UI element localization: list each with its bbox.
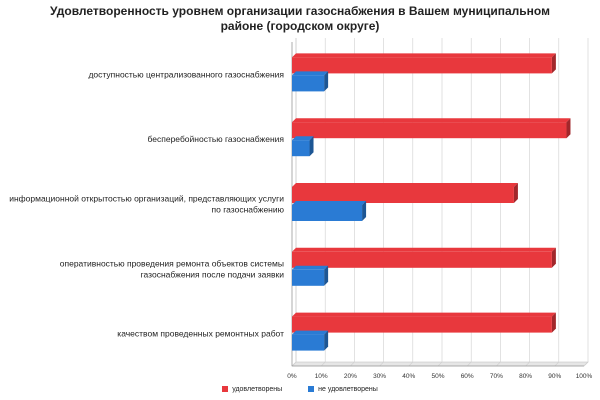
bar-side-face: [513, 183, 518, 203]
bar-side-face: [551, 53, 556, 74]
bar-front-face: [292, 75, 325, 92]
bar-front-face: [292, 251, 552, 268]
gridline-floor: [466, 361, 472, 367]
x-tick-label: 60%: [461, 373, 474, 380]
category-label: оперативностью проведения ремонта объект…: [60, 258, 284, 268]
category-label: качеством проведенных ремонтных работ: [117, 329, 284, 339]
gridline-floor: [291, 361, 297, 367]
bar-side-face: [324, 330, 329, 351]
legend-swatch-satisfied: [222, 386, 229, 392]
x-tick-label: 50%: [431, 373, 444, 380]
bar-top-face: [292, 247, 556, 252]
bar-top-face: [292, 183, 518, 187]
gridline-floor: [496, 361, 501, 367]
legend-item-satisfied: удовлетворены: [222, 386, 282, 393]
x-tick-label: 10%: [315, 373, 328, 380]
bar-top-face: [292, 53, 556, 58]
bar-side-face: [362, 201, 367, 221]
gridline-floor: [379, 361, 384, 367]
x-tick-label: 40%: [402, 373, 415, 380]
gridline-floor: [320, 361, 326, 367]
bar-top-face: [292, 330, 329, 335]
x-tick-label: 0%: [287, 373, 297, 380]
bar-not-satisfied: [292, 71, 329, 92]
bar-front-face: [292, 334, 325, 351]
bar-side-face: [551, 247, 556, 268]
bar-side-face: [324, 71, 329, 92]
category-label: газоснабжения после подачи заявки: [141, 269, 285, 279]
x-tick-label: 30%: [373, 373, 386, 380]
chart-title-line-1: Удовлетворенность уровнем организации га…: [50, 4, 550, 18]
bar-front-face: [292, 187, 514, 203]
bar-not-satisfied: [292, 330, 329, 351]
bar-not-satisfied: [292, 201, 367, 221]
bar-front-face: [292, 269, 325, 286]
bar-side-face: [566, 118, 571, 139]
gridline-floor: [525, 361, 530, 367]
legend: удовлетворены не удовлетворены: [0, 386, 600, 393]
gridline-floor: [408, 361, 414, 367]
gridline-floor: [437, 361, 443, 367]
bar-not-satisfied: [292, 136, 314, 157]
chart-title-line-2: районе (городском округе): [220, 19, 380, 33]
bar-not-satisfied: [292, 265, 329, 286]
bar-front-face: [292, 122, 567, 139]
bar-top-face: [292, 118, 571, 123]
x-tick-label: 70%: [490, 373, 503, 380]
bar-satisfied: [292, 118, 571, 139]
gridline-floor: [350, 361, 355, 367]
bar-satisfied: [292, 183, 518, 203]
category-label: информационной открытостью организаций, …: [9, 194, 284, 204]
legend-label-not-satisfied: не удовлетворены: [318, 386, 378, 393]
bar-top-face: [292, 201, 367, 205]
bar-top-face: [292, 312, 556, 317]
category-label: бесперебойностью газоснабжения: [148, 134, 285, 144]
bar-top-face: [292, 136, 314, 141]
bar-front-face: [292, 57, 552, 74]
bar-front-face: [292, 140, 310, 157]
bar-side-face: [324, 265, 329, 286]
category-label: по газоснабжению: [212, 205, 285, 215]
bar-side-face: [551, 312, 556, 333]
gridline-floor: [583, 361, 589, 367]
x-tick-label: 80%: [519, 373, 532, 380]
bar-side-face: [309, 136, 314, 157]
legend-swatch-not-satisfied: [308, 386, 315, 392]
x-tick-label: 100%: [576, 373, 593, 380]
bar-satisfied: [292, 312, 556, 333]
category-label: доступностью централизованного газоснабж…: [88, 69, 284, 79]
gridline-floor: [554, 361, 560, 367]
bar-satisfied: [292, 247, 556, 268]
bar-front-face: [292, 205, 363, 221]
x-tick-label: 90%: [548, 373, 561, 380]
x-tick-label: 20%: [344, 373, 357, 380]
bar-satisfied: [292, 53, 556, 74]
chart-title: Удовлетворенность уровнем организации га…: [0, 4, 600, 34]
bar-top-face: [292, 265, 329, 270]
legend-item-not-satisfied: не удовлетворены: [308, 386, 378, 393]
bar-front-face: [292, 316, 552, 333]
bar-top-face: [292, 71, 329, 76]
legend-label-satisfied: удовлетворены: [232, 386, 283, 393]
